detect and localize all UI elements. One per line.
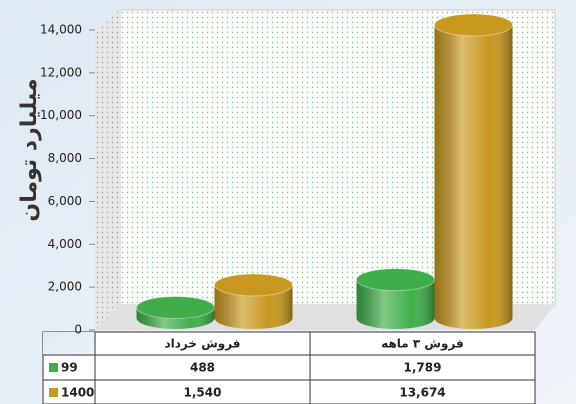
y-tick-label: 0 bbox=[74, 323, 82, 337]
legend-label: 1400 bbox=[61, 386, 94, 400]
category-label: فروش ۳ ماهه bbox=[381, 337, 464, 352]
bar bbox=[214, 273, 293, 329]
legend-label: 99 bbox=[61, 361, 78, 375]
cylinder-shade bbox=[434, 24, 513, 329]
bar bbox=[356, 268, 435, 329]
y-tick-label: 4,000 bbox=[48, 237, 82, 251]
cylinder-top bbox=[434, 13, 513, 37]
bar bbox=[434, 13, 513, 329]
y-tick-label: 2,000 bbox=[48, 280, 82, 294]
side-wall bbox=[95, 10, 120, 330]
table-value: 488 bbox=[190, 361, 215, 375]
y-tick-label: 10,000 bbox=[40, 108, 82, 122]
table-corner bbox=[43, 332, 95, 355]
category-label: فروش خرداد bbox=[164, 337, 240, 352]
y-tick-label: 14,000 bbox=[40, 23, 82, 37]
cylinder-shade bbox=[356, 279, 435, 329]
cylinder-top bbox=[356, 268, 435, 292]
cylinder-top bbox=[214, 273, 293, 297]
y-tick-label: 12,000 bbox=[40, 65, 82, 79]
data-table bbox=[42, 331, 536, 404]
cylinder-top bbox=[136, 296, 215, 320]
y-tick-label: 6,000 bbox=[48, 194, 82, 208]
table-value: 1,540 bbox=[184, 386, 222, 400]
bar bbox=[136, 296, 215, 329]
legend-swatch bbox=[49, 388, 58, 397]
cylinder-shade bbox=[214, 285, 293, 329]
y-axis-title: میلیارد تومان bbox=[17, 78, 42, 221]
table-frame bbox=[42, 331, 536, 404]
y-tick-label: 8,000 bbox=[48, 151, 82, 165]
table-value: 1,789 bbox=[404, 361, 442, 375]
table-value: 13,674 bbox=[399, 386, 445, 400]
legend-swatch bbox=[49, 363, 58, 372]
